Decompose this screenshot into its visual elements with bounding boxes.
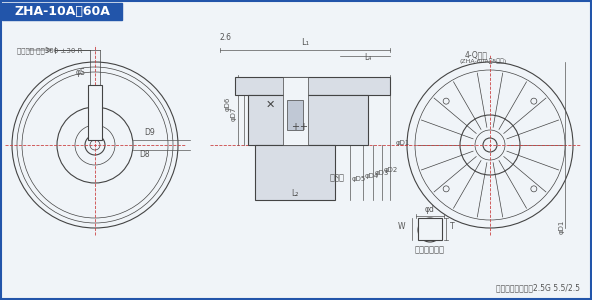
Text: 2.6: 2.6: [219, 33, 231, 42]
Text: φD2: φD2: [384, 167, 398, 173]
Text: φD5: φD5: [352, 176, 366, 182]
Text: φd: φd: [425, 205, 435, 214]
Text: (ZHA-60Aは5ヶ所): (ZHA-60Aは5ヶ所): [460, 58, 507, 64]
Bar: [235, 77, 390, 95]
Text: φD1: φD1: [396, 140, 410, 146]
Text: 塔装色：マンセル2.5G 5.5/2.5: 塔装色：マンセル2.5G 5.5/2.5: [496, 283, 580, 292]
Text: ✕: ✕: [265, 100, 275, 110]
Text: フィン: フィン: [330, 173, 345, 182]
Text: φD4: φD4: [365, 173, 379, 179]
Text: φD1: φD1: [559, 220, 565, 234]
Text: D8: D8: [140, 150, 150, 159]
Bar: [248, 95, 368, 145]
Text: リード線 長さ300 ±30 R: リード線 長さ300 ±30 R: [17, 47, 82, 54]
Text: D9: D9: [144, 128, 155, 137]
Text: L₃: L₃: [301, 129, 308, 138]
Text: +: +: [299, 122, 307, 132]
FancyBboxPatch shape: [2, 3, 122, 20]
Bar: [255, 145, 335, 200]
Text: L₄: L₄: [364, 53, 372, 62]
Bar: [287, 100, 303, 130]
Text: φD3: φD3: [375, 170, 390, 176]
Bar: [418, 218, 442, 240]
Text: ZHA-10A～60A: ZHA-10A～60A: [14, 5, 110, 18]
FancyBboxPatch shape: [88, 85, 102, 140]
Bar: [283, 77, 308, 145]
Text: φD6: φD6: [225, 97, 231, 111]
Text: キー部寸法図: キー部寸法図: [415, 245, 445, 254]
Text: 4-Qねじ: 4-Qねじ: [465, 50, 488, 59]
Text: φS: φS: [75, 68, 85, 77]
Text: L₁: L₁: [301, 38, 309, 47]
Text: T: T: [450, 222, 455, 231]
Text: W: W: [398, 222, 406, 231]
Text: L₂: L₂: [291, 189, 299, 198]
Text: +: +: [291, 122, 299, 132]
Text: φD7: φD7: [231, 106, 237, 121]
